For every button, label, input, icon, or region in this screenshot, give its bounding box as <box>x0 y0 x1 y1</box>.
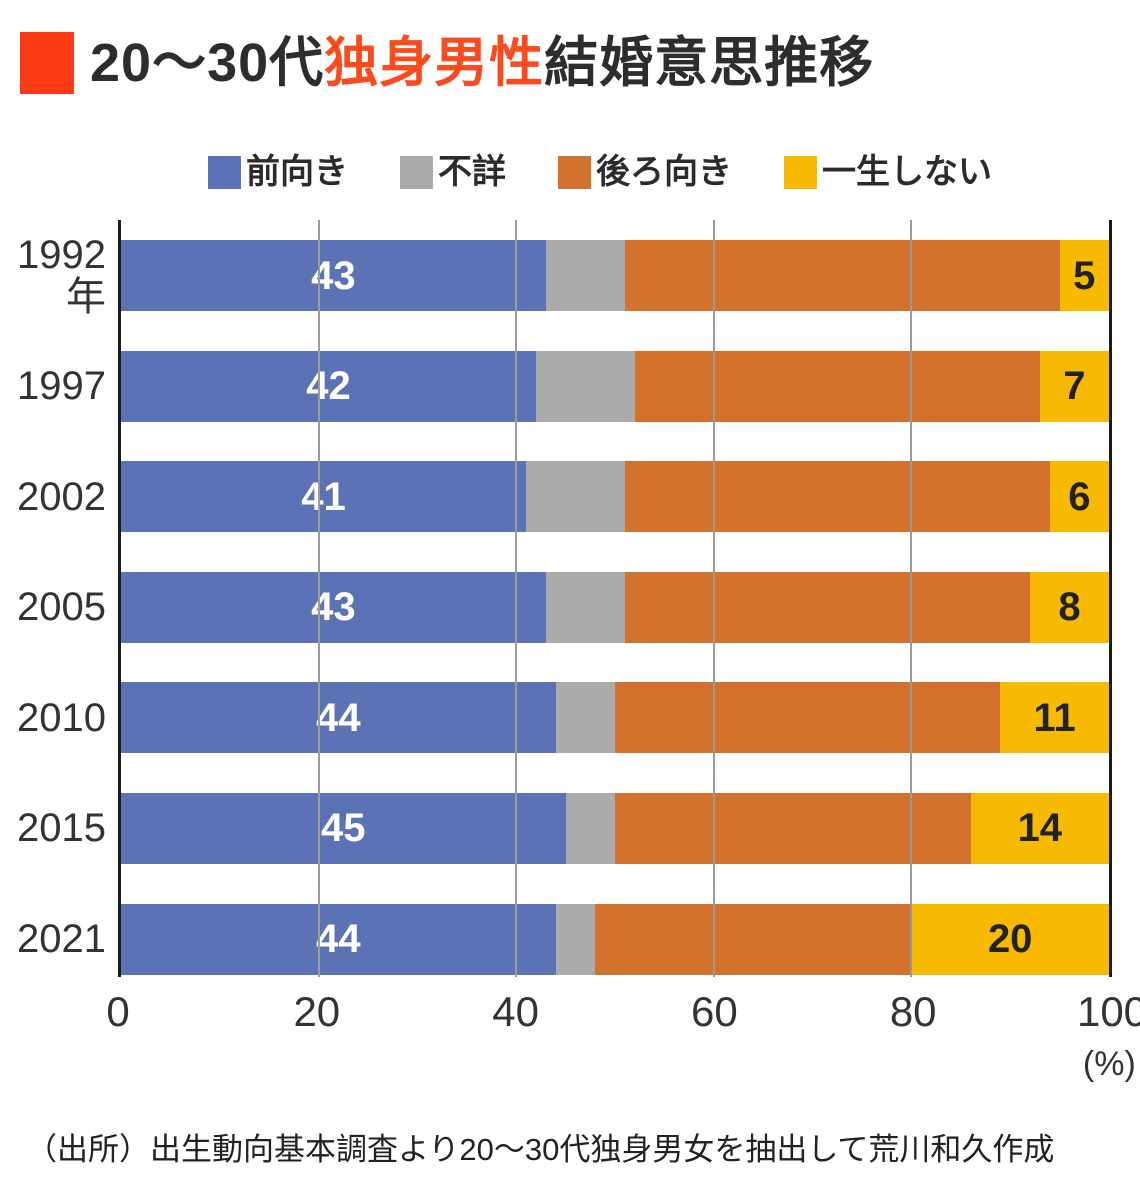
bar-row-2021: 2021 44 20 <box>17 903 1109 975</box>
segment-never: 7 <box>1039 350 1109 422</box>
legend-label: 一生しない <box>822 153 992 191</box>
bars-container: 1992 年 43 5 1997 42 7 2002 41 6 2005 43 8 2010 44 11 20… <box>17 220 1109 977</box>
y-axis-label: 2002 <box>17 474 106 519</box>
bar-row-2010: 2010 44 11 <box>17 682 1109 754</box>
stacked-bar-chart: 1992 年 43 5 1997 42 7 2002 41 6 2005 43 8 2010 44 11 20… <box>17 220 1140 1097</box>
segment-positive: 41 <box>121 461 527 533</box>
segment-never: 14 <box>970 792 1109 864</box>
value-label: 43 <box>311 253 356 298</box>
segment-unknown <box>545 571 625 643</box>
segment-negative <box>624 461 1050 533</box>
bar-row-1997: 1997 42 7 <box>17 350 1109 422</box>
x-tick-label-40: 40 <box>492 988 539 1035</box>
segment-unknown <box>545 240 625 311</box>
segment-never: 8 <box>1029 571 1109 643</box>
segment-unknown <box>555 903 596 975</box>
segment-positive: 42 <box>121 350 536 422</box>
value-label: 8 <box>1058 585 1081 630</box>
value-label: 43 <box>311 585 356 630</box>
value-label: 5 <box>1073 253 1096 298</box>
x-tick-label-80: 80 <box>889 988 937 1035</box>
segment-unknown <box>555 682 615 754</box>
value-label: 14 <box>1017 806 1063 851</box>
gridline-60 <box>712 220 715 977</box>
gridline-80 <box>910 220 913 977</box>
legend-label: 後ろ向き <box>596 153 732 191</box>
segment-never: 20 <box>911 903 1109 975</box>
title-prefix: 20～30代 <box>90 33 325 93</box>
segment-negative <box>614 682 1001 754</box>
value-label: 42 <box>306 364 351 409</box>
segment-positive: 45 <box>121 792 566 864</box>
value-label: 7 <box>1063 364 1086 409</box>
segment-unknown <box>526 461 625 533</box>
value-label: 45 <box>321 806 366 851</box>
segment-negative <box>614 792 971 864</box>
bar-row-1992年: 1992 年 43 5 <box>17 234 1109 318</box>
value-label: 11 <box>1033 695 1076 740</box>
legend-swatch-unknown <box>400 155 433 189</box>
x-tick-label-0: 0 <box>106 988 130 1035</box>
segment-negative <box>595 903 912 975</box>
x-tick-label-60: 60 <box>691 988 738 1035</box>
segment-positive: 43 <box>121 240 546 311</box>
x-tick-label-20: 20 <box>293 988 341 1035</box>
title-marker-square <box>20 32 74 94</box>
segment-negative <box>624 240 1060 311</box>
page-title: 20～30代独身男性結婚意思推移 <box>90 36 874 90</box>
x-tick-label-100: 100 <box>1076 988 1140 1035</box>
x-axis-unit: (%) <box>1082 1045 1136 1083</box>
y-axis-label: 2015 <box>17 806 106 851</box>
segment-negative <box>634 350 1040 422</box>
segment-positive: 44 <box>121 682 556 754</box>
segment-never: 11 <box>1000 682 1109 754</box>
segment-never: 5 <box>1059 240 1109 311</box>
legend-item-never: 一生しない <box>784 155 992 189</box>
y-axis-label: 1997 <box>17 364 106 409</box>
plot-area: 1992 年 43 5 1997 42 7 2002 41 6 2005 43 8 2010 44 11 20… <box>17 220 1112 977</box>
segment-positive: 44 <box>121 903 556 975</box>
value-label: 20 <box>987 917 1033 962</box>
legend-swatch-negative <box>558 155 591 189</box>
legend-label: 前向き <box>246 153 348 191</box>
value-label: 6 <box>1068 474 1091 519</box>
value-label: 41 <box>301 474 346 519</box>
segment-never: 6 <box>1049 461 1109 533</box>
segment-negative <box>624 571 1030 643</box>
legend-label: 不詳 <box>438 153 506 191</box>
chart-header: 20～30代独身男性結婚意思推移 <box>20 30 1140 96</box>
y-axis-label: 2010 <box>17 695 106 740</box>
legend-item-unknown: 不詳 <box>400 155 506 189</box>
title-suffix: 結婚意思推移 <box>544 33 875 93</box>
y-axis-label: 1992 年 <box>17 232 106 319</box>
legend-swatch-never <box>784 155 817 189</box>
bar-row-2002: 2002 41 6 <box>17 461 1109 533</box>
source-note: （出所）出生動向基本調査より20～30代独身男女を抽出して荒川和久作成 <box>26 1132 1055 1167</box>
title-accent: 独身男性 <box>324 33 545 93</box>
x-axis: 0 20 40 60 80 100 (%) <box>106 977 1140 1097</box>
segment-unknown <box>535 350 635 422</box>
bar-row-2005: 2005 43 8 <box>17 571 1109 643</box>
value-label: 44 <box>316 695 361 740</box>
bar-row-2015: 2015 45 14 <box>17 792 1109 864</box>
legend-swatch-positive <box>208 155 241 189</box>
gridline-40 <box>515 220 518 977</box>
gridline-20 <box>317 220 320 977</box>
legend-item-negative: 後ろ向き <box>558 155 732 189</box>
y-axis-label: 2021 <box>17 917 106 962</box>
segment-positive: 43 <box>121 571 546 643</box>
segment-unknown <box>565 792 615 864</box>
value-label: 44 <box>316 917 361 962</box>
legend: 前向き 不詳 後ろ向き 一生しない <box>0 152 1140 192</box>
y-axis-label: 2005 <box>17 585 106 630</box>
legend-item-positive: 前向き <box>208 155 348 189</box>
